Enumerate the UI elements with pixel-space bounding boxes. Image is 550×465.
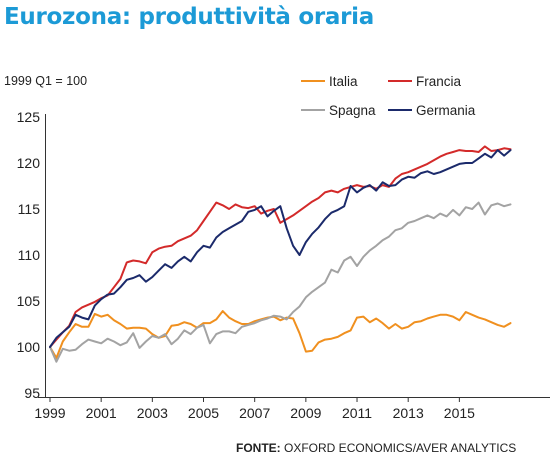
- series-line-italia: [49, 310, 512, 359]
- legend-label-francia: Francia: [416, 74, 462, 89]
- y-tick-label: 115: [18, 201, 41, 217]
- y-tick-label: 105: [17, 293, 41, 309]
- source-label: FONTE:: [236, 441, 281, 455]
- chart-axes: [38, 114, 550, 398]
- y-tick-label: 120: [17, 155, 41, 171]
- y-tick-labels: 95 100 105 110 115 120 125: [17, 109, 41, 401]
- x-tick-labels: 1999 2001 2003 2005 2007 2009 2011 2013 2015: [34, 397, 475, 421]
- legend-label-spagna: Spagna: [329, 103, 376, 118]
- x-tick-label: 2007: [239, 405, 270, 421]
- y-axis-unit-label: 1999 Q1 = 100: [4, 74, 88, 88]
- y-tick-label: 125: [17, 109, 41, 125]
- series-lines: [49, 145, 512, 363]
- x-tick-label: 2013: [393, 405, 424, 421]
- legend-label-italia: Italia: [329, 74, 358, 89]
- y-tick-label: 100: [17, 339, 41, 355]
- x-tick-label: 2009: [290, 405, 321, 421]
- x-tick-label: 2003: [137, 405, 168, 421]
- chart-title: Eurozona: produttività oraria: [4, 4, 374, 30]
- source-text: OXFORD ECONOMICS/AVER ANALYTICS: [284, 441, 517, 455]
- series-line-germania: [49, 149, 512, 348]
- legend: Italia Francia Spagna Germania: [301, 74, 476, 118]
- source-note: FONTE: OXFORD ECONOMICS/AVER ANALYTICS: [236, 441, 516, 455]
- x-tick-label: 2015: [444, 405, 475, 421]
- series-line-spagna: [49, 201, 512, 363]
- x-tick-label: 1999: [34, 405, 65, 421]
- x-tick-label: 2005: [188, 405, 219, 421]
- series-line-francia: [49, 145, 512, 348]
- legend-label-germania: Germania: [416, 103, 476, 118]
- y-tick-label: 110: [18, 247, 41, 263]
- x-tick-label: 2001: [86, 405, 117, 421]
- y-tick-label: 95: [24, 385, 40, 401]
- x-tick-label: 2011: [342, 405, 372, 421]
